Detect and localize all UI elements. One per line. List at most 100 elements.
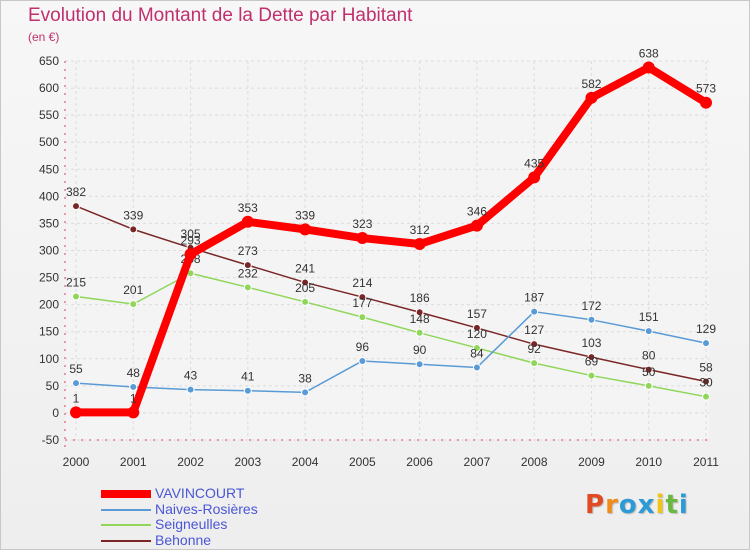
legend-swatch-behonne [101, 540, 151, 542]
point-behonne [472, 323, 481, 332]
point-seigneulles [243, 283, 252, 292]
point-vavincourt [470, 219, 483, 232]
point-naives-rosieres [358, 356, 367, 365]
data-label-seigneulles: 201 [123, 283, 143, 297]
point-vavincourt [299, 223, 312, 236]
data-label-vavincourt: 435 [524, 156, 544, 170]
x-tick-label: 2000 [63, 455, 90, 469]
legend-label-vavincourt: VAVINCOURT [155, 485, 245, 501]
point-naives-rosieres [72, 379, 80, 388]
data-label-behonne: 103 [581, 336, 601, 350]
y-tick-label: -50 [42, 433, 60, 447]
data-label-seigneulles: 50 [642, 365, 656, 379]
data-label-naives-rosieres: 41 [241, 370, 255, 384]
legend-swatch-seigneulles [101, 524, 151, 526]
y-tick-label: 200 [39, 298, 59, 312]
point-vavincourt [241, 215, 254, 228]
point-vavincourt [70, 406, 82, 419]
point-naives-rosieres [186, 385, 195, 394]
x-tick-label: 2009 [578, 455, 605, 469]
data-label-vavincourt: 312 [410, 223, 430, 237]
point-naives-rosieres [301, 388, 310, 397]
point-behonne [415, 308, 424, 317]
point-behonne [702, 377, 710, 386]
y-tick-label: 600 [39, 81, 59, 95]
x-tick-label: 2006 [406, 455, 433, 469]
data-label-naives-rosieres: 48 [127, 366, 141, 380]
data-label-seigneulles: 120 [467, 327, 487, 341]
data-label-behonne: 214 [352, 276, 372, 290]
point-behonne [587, 353, 596, 362]
point-behonne [129, 225, 138, 234]
data-label-seigneulles: 215 [66, 276, 86, 290]
point-vavincourt [127, 406, 140, 419]
data-label-behonne: 273 [238, 244, 258, 258]
data-label-behonne: 80 [642, 349, 656, 363]
data-label-seigneulles: 232 [238, 266, 258, 280]
data-label-naives-rosieres: 43 [184, 369, 198, 383]
point-naives-rosieres [702, 339, 710, 348]
data-label-vavincourt: 339 [295, 208, 315, 222]
x-tick-label: 2005 [349, 455, 376, 469]
series-line-vavincourt [72, 63, 710, 417]
point-behonne [358, 293, 367, 302]
point-naives-rosieres [243, 386, 252, 395]
x-tick-label: 2001 [120, 455, 147, 469]
point-seigneulles [358, 313, 367, 322]
data-label-naives-rosieres: 38 [298, 371, 312, 385]
point-seigneulles [129, 300, 138, 309]
x-tick-label: 2008 [521, 455, 548, 469]
legend-swatch-vavincourt [101, 490, 151, 498]
proxiti-logo: Proxiti [585, 490, 689, 520]
y-tick-label: 550 [39, 108, 59, 122]
data-label-vavincourt: 346 [467, 205, 487, 219]
y-tick-label: 350 [39, 216, 59, 230]
data-label-vavincourt: 1 [73, 391, 80, 405]
legend-label-naives-rosieres: Naives-Rosières [155, 501, 258, 517]
data-label-vavincourt: 582 [581, 77, 601, 91]
point-seigneulles [472, 343, 481, 352]
point-seigneulles [72, 292, 80, 301]
point-seigneulles [415, 328, 424, 337]
y-tick-label: 150 [39, 325, 59, 339]
point-seigneulles [530, 359, 539, 368]
point-naives-rosieres [472, 363, 481, 372]
chart-title: Evolution du Montant de la Dette par Hab… [28, 5, 413, 26]
point-naives-rosieres [129, 382, 138, 391]
point-vavincourt [642, 61, 655, 74]
x-tick-label: 2004 [292, 455, 319, 469]
point-behonne [301, 278, 310, 287]
x-tick-label: 2002 [177, 455, 204, 469]
point-vavincourt [700, 96, 712, 109]
data-label-behonne: 241 [295, 261, 315, 275]
y-tick-label: 0 [52, 406, 59, 420]
point-seigneulles [301, 297, 310, 306]
point-naives-rosieres [530, 307, 539, 316]
point-behonne [644, 365, 653, 374]
point-vavincourt [413, 238, 426, 251]
point-behonne [72, 202, 80, 211]
legend-label-seigneulles: Seigneulles [155, 516, 228, 532]
data-label-seigneulles: 205 [295, 281, 315, 295]
data-label-naives-rosieres: 84 [470, 346, 484, 360]
data-label-vavincourt: 573 [696, 82, 716, 96]
point-vavincourt [184, 248, 197, 261]
point-vavincourt [356, 232, 369, 245]
y-tick-label: 300 [39, 244, 59, 258]
data-label-naives-rosieres: 151 [639, 310, 659, 324]
legend-label-behonne: Behonne [155, 532, 212, 548]
y-tick-label: 50 [46, 379, 60, 393]
data-label-vavincourt: 638 [639, 46, 659, 60]
data-label-naives-rosieres: 90 [413, 343, 427, 357]
data-label-vavincourt: 323 [352, 217, 372, 231]
point-naives-rosieres [587, 315, 596, 324]
y-tick-label: 400 [39, 189, 59, 203]
data-label-naives-rosieres: 187 [524, 291, 544, 305]
chart-subtitle: (en €) [28, 30, 60, 44]
x-tick-label: 2007 [464, 455, 491, 469]
data-label-seigneulles: 30 [699, 376, 713, 390]
series-line-naives-rosieres [75, 310, 707, 394]
data-label-behonne: 58 [699, 361, 713, 375]
